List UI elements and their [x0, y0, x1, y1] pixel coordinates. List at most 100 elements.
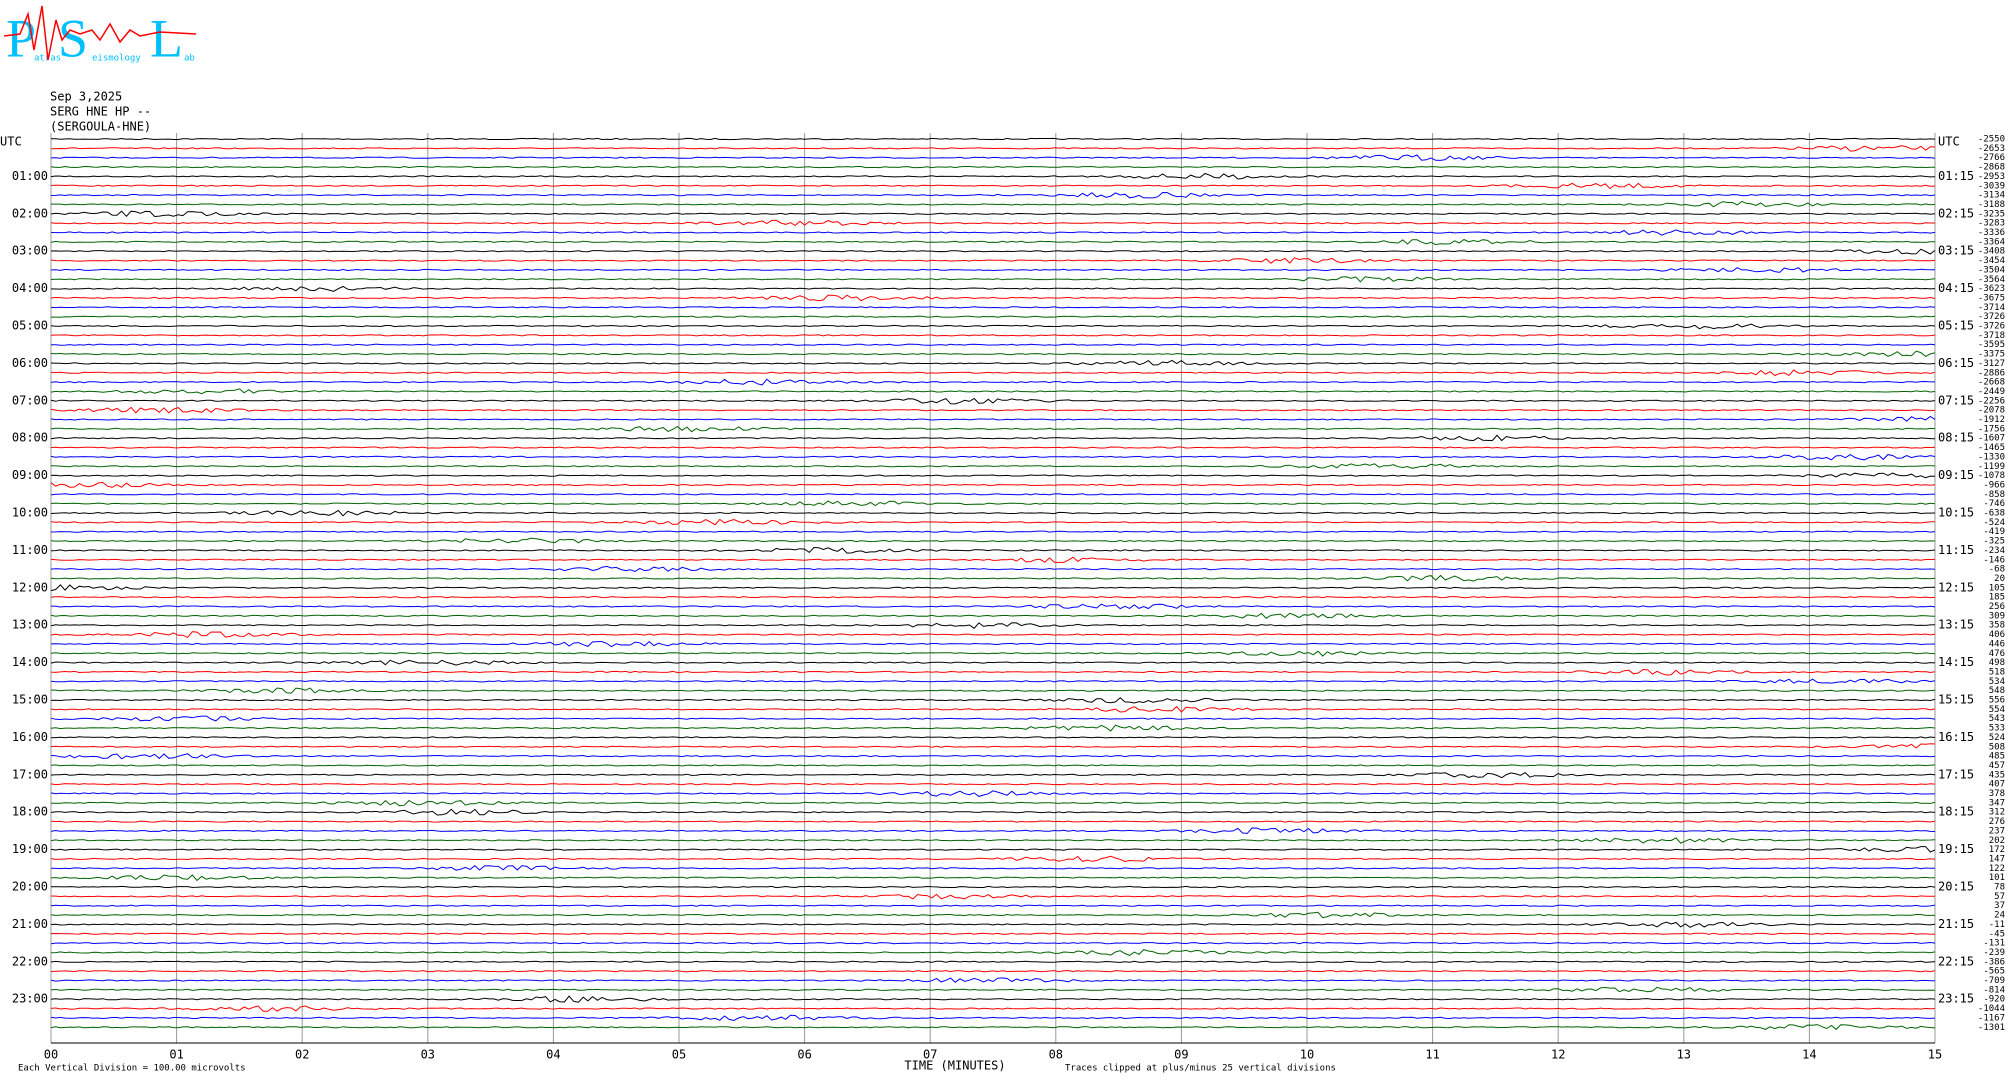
trace — [50, 546, 1936, 554]
trace-offset: -3336 — [1978, 228, 2005, 238]
trace — [50, 724, 1936, 732]
trace-offset: -709 — [1983, 976, 2005, 986]
trace — [50, 350, 1936, 357]
trace-offset: -325 — [1983, 537, 2005, 547]
trace — [50, 790, 1935, 797]
trace — [50, 941, 1936, 945]
x-tick-label: 07 — [923, 1048, 937, 1062]
trace — [50, 334, 1936, 337]
x-tick-label: 00 — [44, 1048, 58, 1062]
trace — [50, 771, 1936, 779]
trace-offset: -858 — [1983, 490, 2005, 500]
x-tick-label: 10 — [1300, 1048, 1314, 1062]
trace-offset: 276 — [1989, 817, 2005, 827]
trace — [50, 415, 1936, 422]
x-tick-label: 06 — [797, 1048, 811, 1062]
trace-offset: -3726 — [1978, 322, 2005, 332]
trace — [50, 388, 1936, 395]
trace-offset: 147 — [1989, 854, 2005, 864]
trace — [50, 426, 1936, 433]
trace-offset: -3127 — [1978, 359, 2005, 369]
hour-label: 02:15 — [1938, 206, 1974, 220]
trace-offset: -239 — [1983, 948, 2005, 958]
trace — [50, 463, 1936, 469]
logo-small: eismology — [92, 54, 141, 64]
trace — [50, 697, 1936, 704]
trace-offset: -814 — [1983, 985, 2005, 995]
trace — [50, 210, 1936, 218]
hour-label: 02:00 — [12, 206, 48, 220]
hour-label: 14:15 — [1938, 655, 1974, 669]
hour-label: 21:15 — [1938, 917, 1974, 931]
trace — [50, 753, 1936, 760]
trace — [50, 837, 1936, 844]
trace — [50, 574, 1936, 582]
trace — [50, 783, 1936, 786]
trace — [50, 736, 1936, 739]
trace — [50, 191, 1936, 199]
trace-offset: -3504 — [1978, 265, 2005, 275]
trace — [50, 229, 1936, 236]
trace — [51, 885, 1936, 889]
trace — [50, 323, 1936, 330]
station: SERG HNE HP -- — [50, 105, 151, 119]
hour-label: 16:15 — [1938, 730, 1974, 744]
hour-label: 18:15 — [1938, 805, 1974, 819]
trace-offset: -234 — [1983, 546, 2005, 556]
hour-label: 22:00 — [12, 954, 48, 968]
trace-offset: -746 — [1983, 499, 2005, 509]
trace-offset: -2668 — [1978, 378, 2005, 388]
trace — [51, 200, 1936, 208]
trace — [50, 659, 1936, 666]
x-tick-label: 03 — [421, 1048, 435, 1062]
trace-offset: -3375 — [1978, 350, 2005, 360]
trace — [50, 285, 1936, 292]
trace — [50, 276, 1936, 283]
trace — [50, 509, 1936, 517]
trace-offset: -2653 — [1978, 144, 2005, 154]
trace — [50, 650, 1936, 657]
hour-label: 17:00 — [12, 767, 48, 781]
trace-offset: -1756 — [1978, 424, 2005, 434]
hour-label: 08:15 — [1938, 431, 1974, 445]
hour-label: 05:15 — [1938, 319, 1974, 333]
trace-offset: 508 — [1989, 742, 2005, 752]
trace — [50, 764, 1936, 767]
hour-label: 14:00 — [12, 655, 48, 669]
trace-offset: -524 — [1983, 518, 2005, 528]
hour-label: 15:15 — [1938, 693, 1974, 707]
trace — [50, 359, 1936, 366]
trace-offset: -1199 — [1978, 462, 2005, 472]
trace-offset: 309 — [1989, 611, 2005, 621]
trace-offset: 548 — [1989, 686, 2005, 696]
hour-label: 07:15 — [1938, 393, 1974, 407]
trace-offset: -3235 — [1978, 209, 2005, 219]
trace-offset: 406 — [1989, 630, 2005, 640]
trace-offset: -2550 — [1978, 135, 2005, 145]
trace-offset: 534 — [1989, 677, 2005, 687]
hour-label: 23:15 — [1938, 992, 1974, 1006]
hour-label: 13:00 — [12, 618, 48, 632]
trace — [50, 1024, 1936, 1031]
trace-offset: 524 — [1989, 733, 2005, 743]
trace — [50, 986, 1936, 993]
trace-offset: -3134 — [1978, 191, 2005, 201]
trace-offset: 172 — [1989, 845, 2005, 855]
trace — [50, 893, 1935, 900]
date: Sep 3,2025 — [50, 90, 122, 104]
hour-label: 09:00 — [12, 468, 48, 482]
logo-letter: L — [150, 8, 183, 68]
trace — [50, 446, 1936, 449]
trace — [50, 622, 1936, 629]
trace — [50, 904, 1936, 907]
trace-offset: 347 — [1989, 798, 2005, 808]
trace-offset: -3188 — [1978, 200, 2005, 210]
trace-offset: 37 — [1994, 901, 2005, 911]
trace-offset: -2449 — [1978, 387, 2005, 397]
trace — [50, 970, 1936, 973]
hour-label: 11:15 — [1938, 543, 1974, 557]
trace — [50, 481, 1936, 488]
hour-label: 12:15 — [1938, 580, 1974, 594]
x-tick-label: 01 — [169, 1048, 183, 1062]
trace-offset: 556 — [1989, 696, 2005, 706]
